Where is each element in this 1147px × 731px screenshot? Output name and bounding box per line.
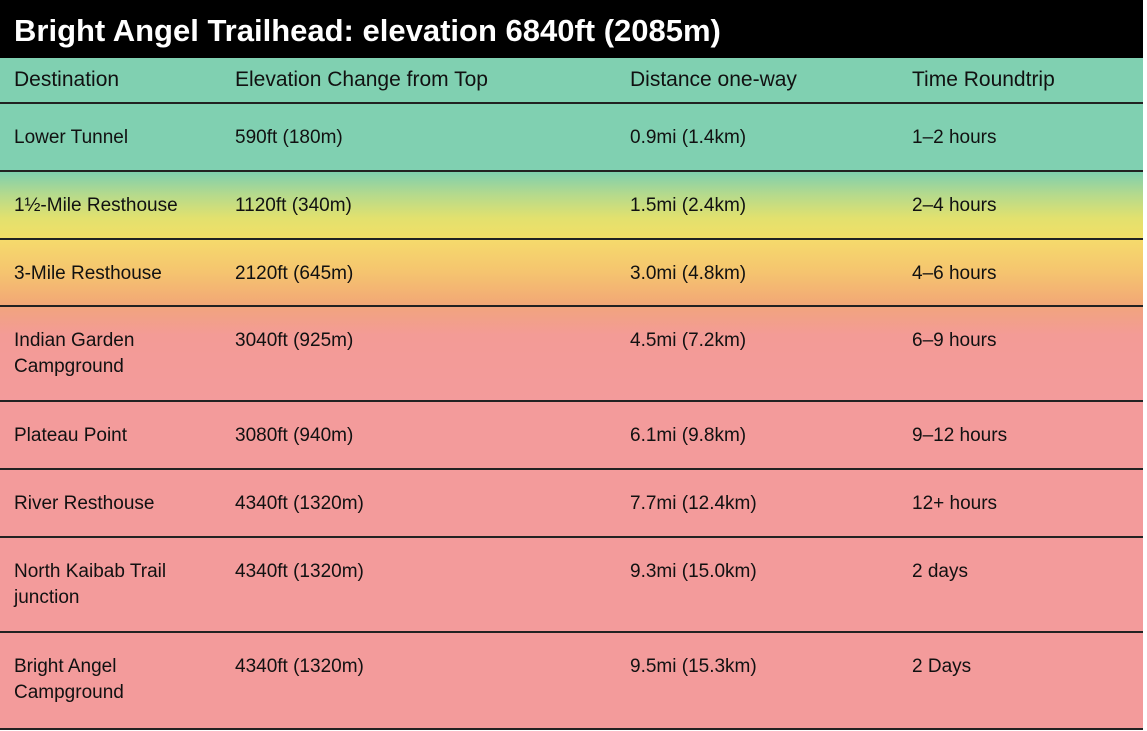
table-cell: 4–6 hours: [912, 263, 997, 284]
table-cell: 3.0mi (4.8km): [630, 263, 747, 284]
table-cell: 2 Days: [912, 656, 972, 677]
table-row: 3-Mile Resthouse 2120ft (645m) 3.0mi (4.8k…: [0, 238, 1143, 305]
table-cell: 2 days: [912, 561, 968, 582]
table-cell: River Resthouse: [14, 493, 155, 514]
table-cell: 0.9mi (1.4km): [630, 127, 747, 148]
table-cell: 4340ft (1320m): [235, 656, 364, 677]
table-cell: North Kaibab Trail junction: [14, 561, 167, 608]
table-cell: 3080ft (940m): [235, 425, 354, 446]
table-cell: 590ft (180m): [235, 127, 343, 148]
table-cell: 1½-Mile Resthouse: [14, 195, 178, 216]
table-cell: 2–4 hours: [912, 195, 997, 216]
table-cell: 9.3mi (15.0km): [630, 561, 757, 582]
table-cell: 4.5mi (7.2km): [630, 330, 747, 351]
table-cell: 7.7mi (12.4km): [630, 493, 757, 514]
table-cell: Bright Angel Campground: [14, 656, 124, 703]
table-cell: 4340ft (1320m): [235, 561, 364, 582]
table: Destination Elevation Change from Top Dist…: [0, 58, 1143, 730]
table-cell: 9.5mi (15.3km): [630, 656, 757, 677]
table-row: Indian Garden Campground 3040ft (925m) 4.5…: [0, 305, 1143, 400]
header-cell: Distance one-way: [630, 68, 797, 91]
table-cell: 1–2 hours: [912, 127, 997, 148]
table-cell: 3-Mile Resthouse: [14, 263, 162, 284]
table-row: Plateau Point 3080ft (940m) 6.1mi (9.8km) 9…: [0, 400, 1143, 468]
table-cell: 12+ hours: [912, 493, 998, 514]
table-cell: Indian Garden Campground: [14, 330, 135, 377]
table-row: 1½-Mile Resthouse 1120ft (340m) 1.5mi (2.4…: [0, 170, 1143, 238]
table-cell: 4340ft (1320m): [235, 493, 364, 514]
table-cell: 6.1mi (9.8km): [630, 425, 747, 446]
header-cell: Destination: [14, 68, 120, 91]
table-cell: 9–12 hours: [912, 425, 1008, 446]
table-row: River Resthouse 4340ft (1320m) 7.7mi (12.4…: [0, 468, 1143, 536]
header-row: Destination Elevation Change from Top Dist…: [0, 58, 1143, 102]
table-row: Bright Angel Campground 4340ft (1320m) 9.5…: [0, 631, 1143, 728]
title: Bright Angel Trailhead: elevation 6840ft…: [0, 0, 1143, 58]
table-cell: 6–9 hours: [912, 330, 997, 351]
table-cell: 1.5mi (2.4km): [630, 195, 747, 216]
table-cell: 2120ft (645m): [235, 263, 354, 284]
table-cell: Lower Tunnel: [14, 127, 129, 148]
table-row: North Kaibab Trail junction 4340ft (1320m…: [0, 536, 1143, 631]
header-cell: Elevation Change from Top: [235, 68, 488, 91]
table-cell: 3040ft (925m): [235, 330, 354, 351]
table-cell: 1120ft (340m): [235, 195, 352, 216]
header-cell: Time Roundtrip: [912, 68, 1055, 91]
table-row: Lower Tunnel 590ft (180m) 0.9mi (1.4km) 1–2…: [0, 102, 1143, 170]
table-cell: Plateau Point: [14, 425, 128, 446]
